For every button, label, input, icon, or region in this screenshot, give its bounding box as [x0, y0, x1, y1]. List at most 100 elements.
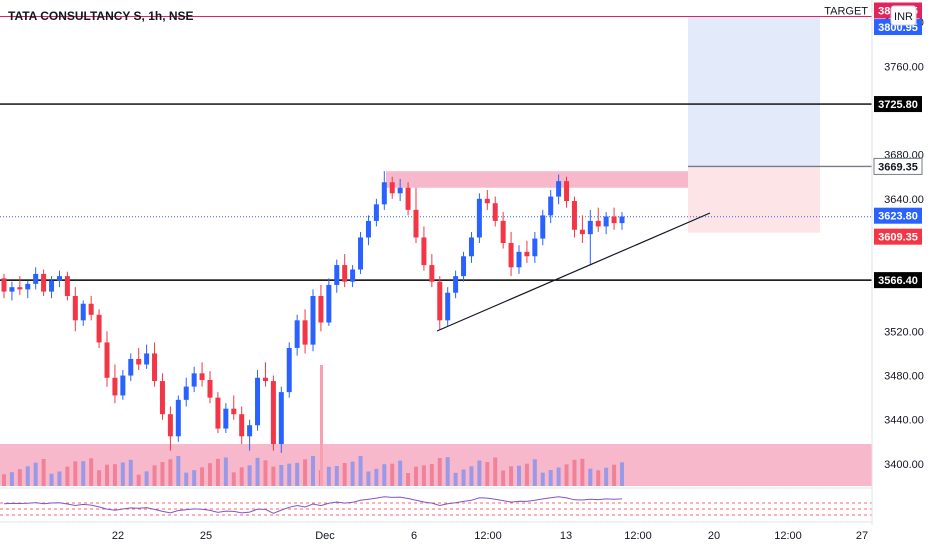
- candle-body: [255, 377, 261, 426]
- candle-body: [500, 220, 506, 243]
- candle-body: [167, 414, 173, 437]
- volume-bar: [192, 470, 197, 486]
- y-tick-label: 3520.00: [884, 326, 924, 338]
- volume-bar: [287, 463, 292, 486]
- price-tag-label-6: 3566.40: [878, 275, 918, 287]
- candle-body: [540, 215, 546, 239]
- candle-body: [183, 386, 189, 400]
- price-tag-2: 3725.80: [874, 96, 922, 113]
- candle-body: [508, 243, 514, 268]
- volume-bar: [501, 470, 506, 486]
- volume-bar: [390, 463, 395, 486]
- volume-bar: [588, 468, 593, 486]
- candle-body: [476, 198, 482, 238]
- volume-bar: [477, 460, 482, 486]
- candle-body: [239, 414, 245, 437]
- candle-body: [294, 320, 300, 348]
- candle-body: [532, 238, 538, 257]
- level-text-0: TARGET: [824, 6, 868, 18]
- volume-bar: [17, 469, 22, 486]
- chart-title: TATA CONSULTANCY S, 1h, NSE: [8, 9, 194, 23]
- volume-bar: [223, 457, 228, 486]
- volume-bar: [445, 457, 450, 486]
- candle-body: [152, 353, 158, 382]
- candle-body: [231, 408, 237, 415]
- levels-layer: [0, 16, 872, 281]
- trendline[interactable]: [436, 212, 711, 332]
- candle-body: [326, 284, 332, 323]
- y-tick-label: 3400.00: [884, 459, 924, 471]
- candle-body: [516, 251, 522, 268]
- rsi-line: [3, 496, 623, 514]
- candle-body: [112, 377, 118, 396]
- price-tag-label-3: 3669.35: [878, 161, 918, 173]
- volume-bar: [239, 467, 244, 486]
- volume-bar: [168, 459, 173, 486]
- volume-bar: [65, 466, 70, 486]
- volume-bar: [176, 456, 181, 486]
- volume-bars: [2, 365, 624, 486]
- volume-bar: [612, 464, 617, 486]
- candle-body: [453, 276, 459, 293]
- volume-spike: [320, 365, 323, 486]
- volume-bar: [596, 470, 601, 486]
- volume-bar: [620, 462, 624, 486]
- candle-body: [405, 187, 411, 210]
- volume-bar: [208, 463, 212, 486]
- volume-bar: [493, 457, 498, 486]
- candle-body: [17, 287, 23, 290]
- volume-bar: [9, 472, 14, 486]
- volume-bar: [485, 462, 490, 486]
- volume-bar: [556, 467, 561, 486]
- volume-bar: [453, 472, 458, 486]
- x-tick-label: 20: [708, 530, 720, 542]
- candle-body: [270, 381, 276, 445]
- volume-bar: [406, 473, 411, 486]
- candle-body: [41, 273, 47, 292]
- y-tick-label: 3440.00: [884, 415, 924, 427]
- volume-bar: [25, 466, 30, 486]
- volume-bar: [517, 465, 521, 486]
- volume-bar: [120, 462, 125, 486]
- volume-bar: [398, 460, 403, 486]
- volume-bar: [350, 461, 355, 486]
- candle-body: [564, 181, 570, 202]
- x-tick-label: 12:00: [774, 530, 802, 542]
- candle-body: [120, 375, 126, 396]
- candle-body: [223, 408, 229, 429]
- candle-body: [310, 296, 316, 345]
- volume-bar: [572, 459, 577, 486]
- volume-bar: [200, 467, 205, 486]
- candle-body: [619, 216, 625, 224]
- candle-body: [484, 198, 490, 204]
- x-tick-label: 13: [560, 530, 572, 542]
- volume-bar: [144, 471, 149, 486]
- candle-body: [128, 358, 134, 376]
- candle-body: [429, 265, 435, 282]
- candle-body: [278, 392, 284, 445]
- volume-bar: [414, 466, 418, 486]
- volume-bar: [326, 466, 331, 486]
- candle-body: [437, 281, 443, 321]
- volume-bar: [532, 459, 537, 486]
- candle-body: [611, 216, 617, 224]
- price-tag-5: 3609.35: [874, 228, 922, 245]
- volume-bar: [303, 459, 308, 486]
- y-tick-label: 3480.00: [884, 371, 924, 383]
- candle-body: [389, 182, 395, 194]
- candle-body: [556, 181, 562, 197]
- volume-bar: [509, 466, 514, 486]
- candle-body: [492, 203, 498, 221]
- x-tick-label: 6: [411, 530, 417, 542]
- x-tick-label: 25: [200, 530, 212, 542]
- volume-bar: [231, 472, 236, 486]
- x-tick-label: 12:00: [474, 530, 502, 542]
- candle-body: [286, 347, 292, 393]
- zone-stop-zone: [688, 166, 820, 233]
- volume-bar: [128, 459, 133, 486]
- currency-button[interactable]: INR: [890, 5, 917, 26]
- candle-body: [342, 265, 348, 282]
- candle-body: [175, 399, 181, 437]
- candle-body: [524, 251, 530, 257]
